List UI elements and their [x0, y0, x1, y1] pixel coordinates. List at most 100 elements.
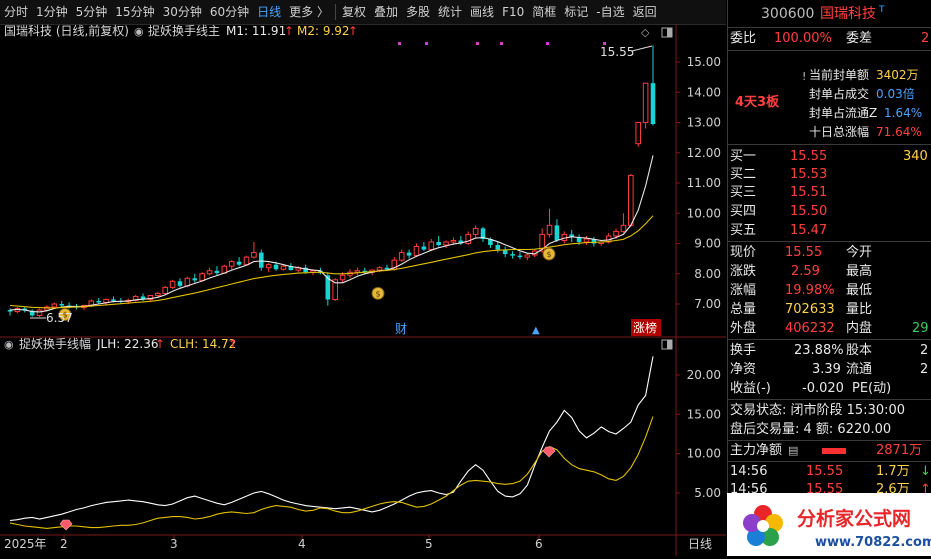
quote-row: 现价 15.55 今开	[728, 243, 931, 263]
indicator-lines	[9, 356, 654, 529]
bid-row-3[interactable]: 买三 15.51	[728, 183, 931, 203]
net-flow-bar	[822, 448, 846, 454]
watermark-url: www.70822.com	[815, 535, 931, 550]
chart-area[interactable]: 国瑞科技 (日线,前复权) ◉ 捉妖换手线主 M1: 11.91 ↑ M2: 9…	[0, 24, 726, 556]
money-bag-symbol: $	[62, 310, 67, 319]
bid-row-4[interactable]: 买四 15.50	[728, 202, 931, 222]
quote-label: 最高	[846, 264, 873, 279]
draw-line-button[interactable]: 画线	[470, 5, 495, 19]
limit-row: 当前封单额 3402万	[728, 66, 931, 85]
candle-body-up	[354, 270, 361, 273]
back-button[interactable]: 返回	[632, 5, 657, 19]
candle-body-up	[280, 265, 287, 270]
net-flow-label: 主力净额	[730, 443, 783, 458]
bid-row-5[interactable]: 买五 15.47	[728, 221, 931, 241]
ma-line-m1	[9, 155, 654, 313]
period-15min[interactable]: 15分钟	[115, 5, 155, 19]
finance-label: 换手	[730, 343, 757, 358]
candle-body-up	[413, 246, 420, 257]
limit-row-value: 0.03倍	[876, 87, 915, 101]
bid-label: 买五	[730, 223, 757, 238]
triangle-up-icon[interactable]: ▲	[532, 325, 540, 336]
trading-status-text: 交易状态: 闭市阶段 15:30:00	[730, 403, 906, 418]
candle-body-up	[524, 254, 531, 258]
divider	[728, 241, 931, 242]
money-bag-symbol: $	[546, 250, 551, 259]
quote-label: 外盘	[730, 321, 757, 336]
candle-body-up	[635, 122, 642, 145]
main-indicator-name[interactable]: 捉妖换手线主	[148, 24, 220, 38]
sub-chart-title[interactable]: 捉妖换手线幅	[19, 336, 91, 351]
overlay-button[interactable]: 叠加	[374, 5, 399, 19]
list-icon[interactable]: ▤	[788, 444, 799, 457]
sub-circle-icon[interactable]: ◉	[4, 338, 14, 351]
buy-signal-markers: $ $ $	[58, 247, 556, 321]
signal-dot	[398, 42, 401, 45]
divider	[728, 144, 931, 145]
finance-label: 净资	[730, 362, 757, 377]
period-intraday[interactable]: 分时	[4, 5, 29, 19]
month-label-feb: 2	[60, 537, 68, 551]
quote-label: 今开	[846, 245, 873, 260]
circle-icon[interactable]: ◉	[134, 25, 144, 38]
candle-body-down	[177, 281, 183, 286]
divider	[728, 339, 931, 340]
candle-body-down	[140, 296, 146, 300]
period-5min[interactable]: 5分钟	[75, 5, 108, 19]
toolbar: 分时 1分钟 5分钟 15分钟 30分钟 60分钟 日线 更多 〉 复权 叠加 …	[0, 0, 726, 25]
finance-badge[interactable]: 财	[395, 322, 407, 336]
candle-body-down	[29, 310, 35, 316]
bid-row-1[interactable]: 买一 15.55 340	[728, 147, 931, 167]
divider	[728, 461, 931, 462]
m1-up-arrow-icon: ↑	[284, 24, 294, 38]
month-label-jun: 6	[535, 537, 543, 551]
period-more[interactable]: 更多 〉	[289, 5, 329, 19]
y-tick-label: 10.00	[687, 206, 721, 220]
limit-row-label: 封单占流通Z	[809, 106, 878, 120]
order-ratio-row: 委比 100.00% 委差 2	[728, 29, 931, 49]
finance-value: 2	[920, 343, 929, 358]
signal-dots	[398, 42, 606, 45]
y-tick-label: 13.00	[687, 116, 721, 130]
signal-dot	[603, 42, 606, 45]
pinwheel-logo-icon	[743, 505, 783, 546]
order-ratio-value: 100.00%	[774, 31, 832, 46]
money-bag-icon	[58, 307, 72, 321]
finance-value: 3.39	[812, 362, 841, 377]
tick-direction-icon: ↓	[920, 464, 931, 479]
remove-watchlist-button[interactable]: -自选	[596, 5, 625, 19]
period-daily[interactable]: 日线	[257, 5, 282, 19]
multi-stock-button[interactable]: 多股	[406, 5, 431, 19]
f10-button[interactable]: F10	[502, 5, 525, 19]
period-30min[interactable]: 30分钟	[162, 5, 202, 19]
candle-body-down	[436, 241, 441, 246]
simple-frame-button[interactable]: 简框	[532, 5, 557, 19]
limit-list-badge-bg	[631, 319, 661, 336]
adjust-button[interactable]: 复权	[341, 5, 366, 19]
candle-body-up	[155, 292, 161, 297]
divider	[728, 399, 931, 400]
candle-body-down	[273, 264, 279, 270]
net-flow-row[interactable]: 主力净额 ▤ 2871万	[728, 441, 931, 461]
stock-name[interactable]: 国瑞科技	[820, 6, 876, 22]
period-60min[interactable]: 60分钟	[209, 5, 250, 19]
candle-body-up	[206, 270, 213, 275]
candle-body-up	[428, 241, 435, 251]
candle-body-down	[569, 234, 574, 238]
candle-body-up	[450, 239, 457, 243]
bid-price: 15.51	[790, 185, 828, 200]
bid-row-2[interactable]: 买二 15.53	[728, 165, 931, 185]
watermark-title: 分析家公式网	[797, 507, 911, 530]
limit-row: 十日总涨幅 71.64%	[728, 123, 931, 142]
period-1min[interactable]: 1分钟	[36, 5, 68, 19]
diamond-icon[interactable]: ◇	[641, 26, 650, 39]
y-tick-label: 11.00	[687, 176, 721, 190]
month-label-mar: 3	[170, 537, 178, 551]
y-tick-label: 8.00	[694, 267, 721, 281]
period-label: 日线	[688, 537, 712, 551]
finance-label: PE(动)	[852, 381, 892, 396]
mark-button[interactable]: 标记	[564, 5, 589, 19]
candle-body-down	[650, 83, 656, 125]
limit-list-badge[interactable]: 涨榜	[633, 320, 657, 335]
stats-button[interactable]: 统计	[438, 5, 463, 19]
